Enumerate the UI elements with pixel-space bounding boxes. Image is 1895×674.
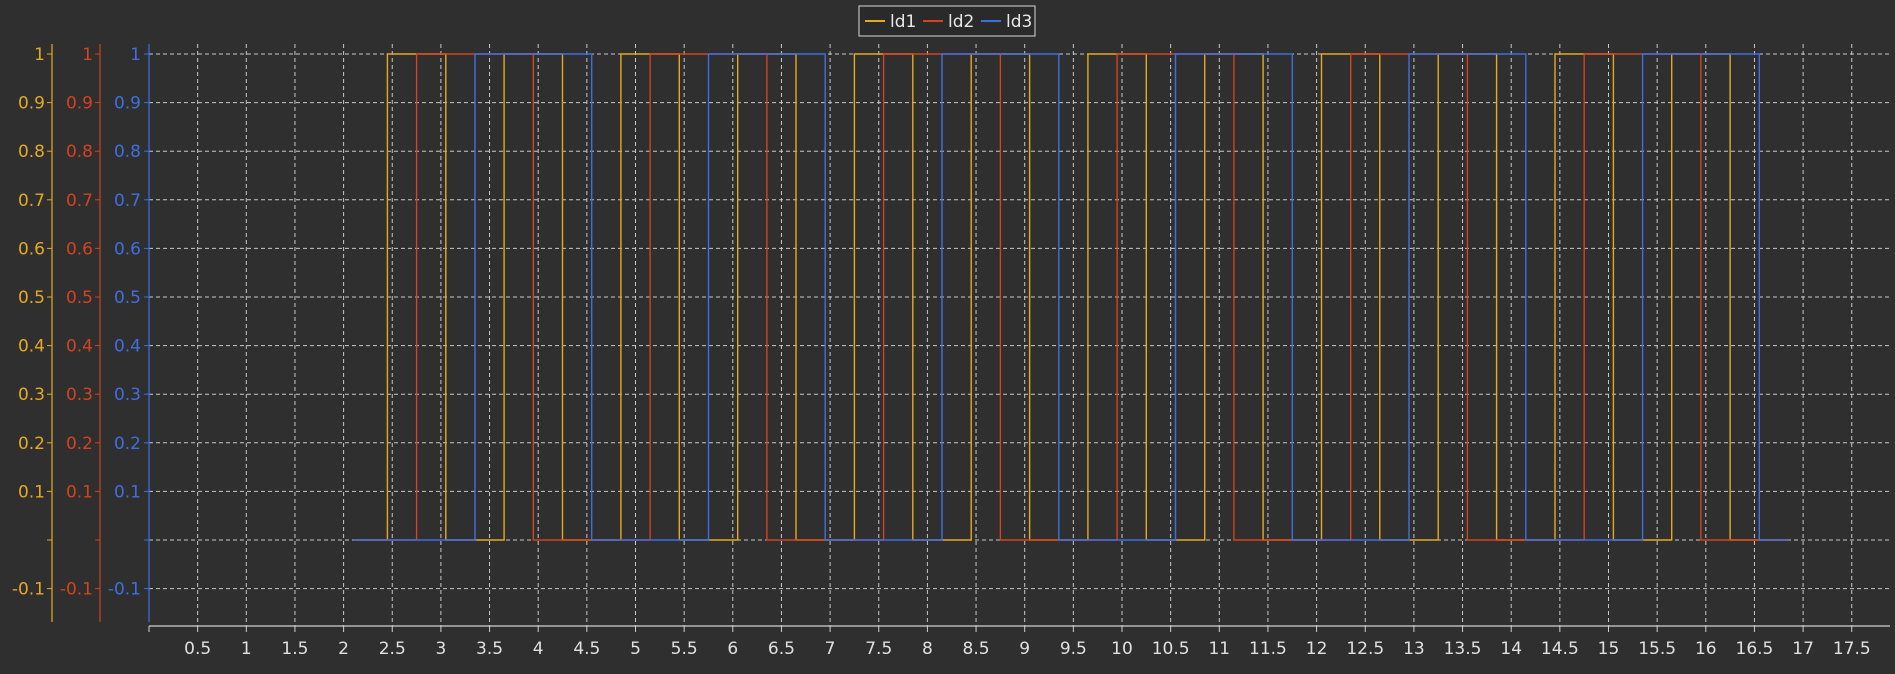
legend-label-ld3[interactable]: ld3 bbox=[1006, 12, 1032, 32]
y-tick-label: 0.4 bbox=[66, 337, 93, 357]
x-tick-label: 12.5 bbox=[1346, 639, 1384, 659]
x-tick-label: 11.5 bbox=[1249, 639, 1287, 659]
y-tick-label: 0.6 bbox=[114, 239, 141, 259]
x-tick-label: 15 bbox=[1598, 639, 1620, 659]
x-tick-label: 8.5 bbox=[963, 639, 990, 659]
y-tick-label: 0.5 bbox=[18, 288, 45, 308]
x-tick-label: 5.5 bbox=[671, 639, 698, 659]
legend[interactable]: ld1 ld2 ld3 bbox=[858, 5, 1036, 37]
y-tick-label: 0.9 bbox=[18, 94, 45, 114]
legend-label-ld1[interactable]: ld1 bbox=[890, 12, 916, 32]
y-tick-label: 0.2 bbox=[66, 434, 93, 454]
y-tick-label: 0.6 bbox=[18, 239, 45, 259]
x-tick-label: 16 bbox=[1695, 639, 1717, 659]
y-tick-label: 0.3 bbox=[66, 385, 93, 405]
x-tick-label: 17 bbox=[1792, 639, 1814, 659]
x-tick-label: 14.5 bbox=[1541, 639, 1579, 659]
y-tick-label: 0.8 bbox=[66, 142, 93, 162]
y-tick-label: -0.1 bbox=[108, 580, 141, 600]
y-tick-label: 0.1 bbox=[18, 482, 45, 502]
y-tick-label: 0.5 bbox=[66, 288, 93, 308]
x-tick-label: 13 bbox=[1403, 639, 1425, 659]
x-tick-label: 4.5 bbox=[573, 639, 600, 659]
y-tick-label: 0.7 bbox=[114, 191, 141, 211]
x-tick-label: 2.5 bbox=[379, 639, 406, 659]
series-layer bbox=[353, 53, 1789, 541]
x-tick-label: 2 bbox=[338, 639, 349, 659]
x-tick-label: 7.5 bbox=[865, 639, 892, 659]
y-tick-label: 0.8 bbox=[18, 142, 45, 162]
y-tick-label: 0.9 bbox=[114, 94, 141, 114]
x-tick-label: 10 bbox=[1111, 639, 1133, 659]
x-tick-label: 4 bbox=[533, 639, 544, 659]
x-tick-label: 8 bbox=[922, 639, 933, 659]
x-tick-label: 9.5 bbox=[1060, 639, 1087, 659]
y-tick-label: 1 bbox=[82, 45, 93, 65]
y-tick-label: 0.5 bbox=[114, 288, 141, 308]
x-tick-label: 5 bbox=[630, 639, 641, 659]
grid-layer bbox=[149, 44, 1890, 626]
y-tick-label: 0.4 bbox=[18, 337, 45, 357]
y-tick-label: 0.2 bbox=[18, 434, 45, 454]
x-tick-label: 9 bbox=[1019, 639, 1030, 659]
x-tick-label: 15.5 bbox=[1638, 639, 1676, 659]
y-tick-label: 0.7 bbox=[66, 191, 93, 211]
x-tick-label: 17.5 bbox=[1833, 639, 1871, 659]
legend-box bbox=[858, 5, 1036, 37]
x-tick-label: 1 bbox=[241, 639, 252, 659]
y-tick-label: 1 bbox=[130, 45, 141, 65]
y-tick-label: 0.8 bbox=[114, 142, 141, 162]
x-tick-label: 13.5 bbox=[1444, 639, 1482, 659]
series-line-ld3 bbox=[353, 53, 1789, 541]
x-tick-label: 6 bbox=[727, 639, 738, 659]
x-tick-label: 7 bbox=[825, 639, 836, 659]
y-tick-label: -0.1 bbox=[60, 580, 93, 600]
y-axes: -0.1 0.1 0.2 0.3 0.4 0.5 0.6 0.7 0.8 0.9 1 -0.1 0.1 0… bbox=[12, 44, 150, 622]
x-tick-label: 0.5 bbox=[184, 639, 211, 659]
y-tick-label: 0.9 bbox=[66, 94, 93, 114]
x-tick-label: 12 bbox=[1306, 639, 1328, 659]
x-tick-label: 10.5 bbox=[1152, 639, 1190, 659]
legend-label-ld2[interactable]: ld2 bbox=[948, 12, 974, 32]
y-tick-label: -0.1 bbox=[12, 580, 45, 600]
x-tick-label: 14 bbox=[1500, 639, 1522, 659]
y-tick-label: 1 bbox=[34, 45, 45, 65]
x-axis: 0.5 1 1.5 2 2.5 3 3.5 4 4.5 5 5.5 6 6.5 7 7.5 8 8.5 9 9.5 1… bbox=[148, 625, 1890, 659]
y-tick-label: 0.2 bbox=[114, 434, 141, 454]
x-tick-label: 3.5 bbox=[476, 639, 503, 659]
y-tick-label: 0.1 bbox=[114, 482, 141, 502]
x-tick-label: 6.5 bbox=[768, 639, 795, 659]
y-tick-label: 0.6 bbox=[66, 239, 93, 259]
y-tick-label: 0.3 bbox=[114, 385, 141, 405]
x-tick-label: 1.5 bbox=[281, 639, 308, 659]
x-tick-label: 11 bbox=[1208, 639, 1230, 659]
y-tick-label: 0.3 bbox=[18, 385, 45, 405]
x-tick-label: 3 bbox=[435, 639, 446, 659]
y-tick-label: 0.1 bbox=[66, 482, 93, 502]
y-tick-label: 0.7 bbox=[18, 191, 45, 211]
y-tick-label: 0.4 bbox=[114, 337, 141, 357]
x-tick-label: 16.5 bbox=[1736, 639, 1774, 659]
